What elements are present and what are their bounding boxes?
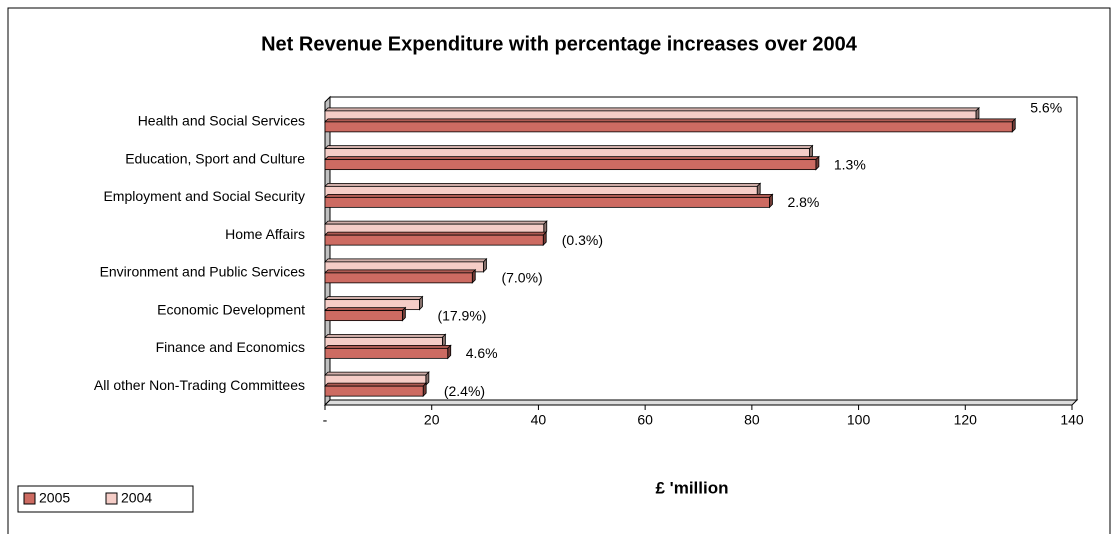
bar xyxy=(324,257,488,273)
x-tick-label: 120 xyxy=(954,412,978,428)
percent-label: (0.3%) xyxy=(562,232,603,248)
percent-label: 1.3% xyxy=(834,156,866,172)
bar-top xyxy=(324,193,774,198)
bar xyxy=(324,344,452,360)
side-wall xyxy=(324,95,331,407)
percent-label: 4.6% xyxy=(466,345,498,361)
percent-label: 2.8% xyxy=(787,194,819,210)
bar-top xyxy=(324,382,428,387)
bar-face xyxy=(324,159,817,171)
y-tick-label: Environment and Public Services xyxy=(100,264,305,280)
legend-label: 2005 xyxy=(39,490,70,506)
y-tick-label: Employment and Social Security xyxy=(103,188,305,204)
bar-face xyxy=(324,196,770,208)
bar-face xyxy=(324,347,449,359)
bar-top xyxy=(324,145,814,150)
y-tick-label: Finance and Economics xyxy=(156,339,305,355)
bar-top xyxy=(324,344,452,349)
x-tick-label: 100 xyxy=(847,412,871,428)
bar-top xyxy=(324,258,488,263)
x-tick-label: 20 xyxy=(424,412,440,428)
bar-top xyxy=(324,307,407,312)
bar xyxy=(324,268,477,284)
bar-top xyxy=(324,231,548,236)
percent-label: (7.0%) xyxy=(501,270,542,286)
bar xyxy=(324,382,428,398)
legend-label: 2004 xyxy=(121,490,152,506)
bar-face xyxy=(324,234,544,246)
bar-top xyxy=(324,156,820,161)
bar-top xyxy=(324,182,762,187)
y-tick-label: Home Affairs xyxy=(225,226,305,242)
x-tick-label: 60 xyxy=(637,412,653,428)
x-axis-label: £ 'million xyxy=(656,478,729,497)
percent-label: 5.6% xyxy=(1030,100,1062,116)
bar xyxy=(324,117,1017,133)
bar-top xyxy=(324,107,980,112)
percent-label: (2.4%) xyxy=(444,383,485,399)
bar xyxy=(324,231,548,247)
bar-face xyxy=(324,272,473,284)
bar-face xyxy=(324,121,1013,133)
floor xyxy=(323,399,1079,406)
bar-top xyxy=(324,220,548,225)
bar-top xyxy=(324,371,430,376)
bar-face xyxy=(324,310,403,322)
bar-face xyxy=(324,385,424,397)
bar xyxy=(324,182,762,198)
bar xyxy=(324,155,820,171)
y-tick-label: Economic Development xyxy=(157,301,305,317)
bar-top xyxy=(324,118,1017,123)
y-tick-label: Education, Sport and Culture xyxy=(125,150,305,166)
x-tick-label: 80 xyxy=(744,412,760,428)
bar-top xyxy=(324,333,447,338)
bar xyxy=(324,306,407,322)
frame xyxy=(7,7,1111,534)
legend-swatch xyxy=(105,492,118,505)
x-tick-label: - xyxy=(323,412,328,428)
percent-label: (17.9%) xyxy=(437,307,486,323)
bar-top xyxy=(324,296,424,301)
y-tick-label: All other Non-Trading Committees xyxy=(94,377,305,393)
bar xyxy=(324,193,774,209)
x-tick-label: 40 xyxy=(531,412,547,428)
y-tick-label: Health and Social Services xyxy=(138,113,305,129)
legend-swatch xyxy=(23,492,36,505)
bar-top xyxy=(324,269,477,274)
x-tick-label: 140 xyxy=(1060,412,1084,428)
chart-title: Net Revenue Expenditure with percentage … xyxy=(261,33,858,55)
